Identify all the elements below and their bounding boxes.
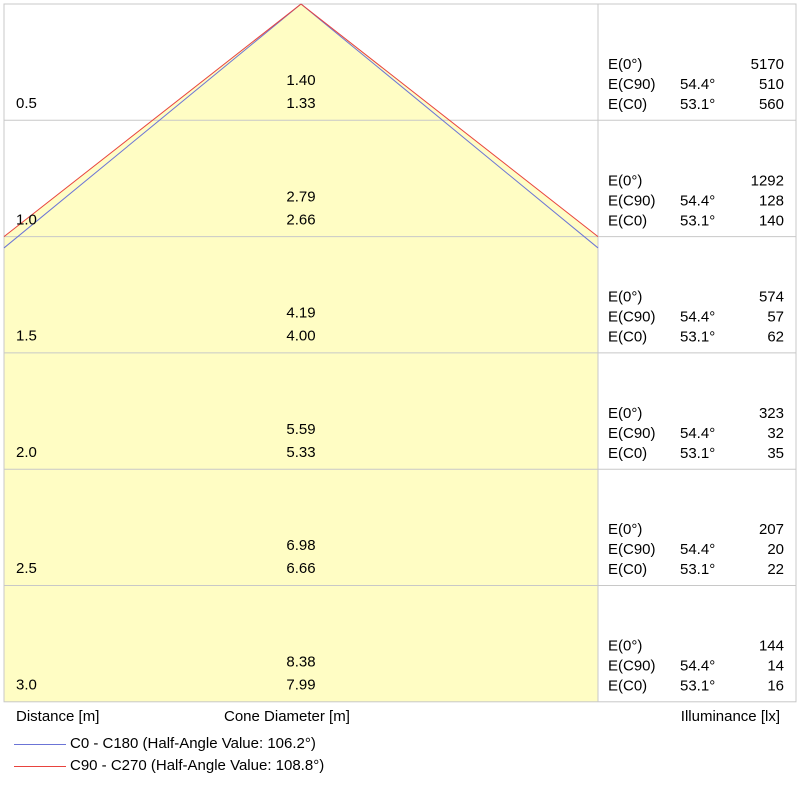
cone-diameter-label: Cone Diameter [m] [224, 708, 350, 725]
illuminance-c90-label: E(C90) [608, 541, 656, 558]
legend-label-c0-c180: C0 - C180 (Half-Angle Value: 106.2°) [70, 735, 316, 752]
illuminance-e0-label: E(0°) [608, 405, 642, 422]
illuminance-c0-angle: 53.1° [680, 96, 715, 113]
illuminance-c90-value: 128 [759, 192, 784, 209]
cone-line-right-c90-c270 [300, 3, 599, 237]
distance-label: 0.5 [16, 95, 37, 112]
illuminance-c0-angle: 53.1° [680, 445, 715, 462]
cone-diameter-c90: 1.40 [286, 72, 315, 89]
cone-line-right-c0-c180 [300, 3, 599, 249]
illuminance-c90-value: 510 [759, 76, 784, 93]
distance-axis-label: Distance [m] [16, 708, 100, 725]
illuminance-c90-value: 20 [767, 541, 784, 558]
cone-line-left-c0-c180 [3, 3, 302, 249]
illuminance-c0-value: 22 [767, 561, 784, 578]
cone-diameter-c0: 2.66 [286, 211, 315, 228]
illuminance-c0-label: E(C0) [608, 96, 647, 113]
illuminance-e0-value: 1292 [751, 172, 784, 189]
illuminance-c90-label: E(C90) [608, 425, 656, 442]
illuminance-c90-angle: 54.4° [680, 192, 715, 209]
cone-diameter-c0: 7.99 [286, 677, 315, 694]
illuminance-c0-angle: 53.1° [680, 212, 715, 229]
grid-layer [3, 3, 797, 703]
legend-label-c90-c270: C90 - C270 (Half-Angle Value: 108.8°) [70, 757, 325, 774]
cone-diameter-c90: 2.79 [286, 188, 315, 205]
illuminance-c90-angle: 54.4° [680, 309, 715, 326]
illuminance-c90-value: 32 [767, 425, 784, 442]
illuminance-e0-value: 144 [759, 638, 784, 655]
illuminance-c0-angle: 53.1° [680, 678, 715, 695]
illuminance-c90-angle: 54.4° [680, 541, 715, 558]
illuminance-c90-angle: 54.4° [680, 425, 715, 442]
illuminance-c90-value: 57 [767, 309, 784, 326]
illuminance-c0-label: E(C0) [608, 561, 647, 578]
illuminance-e0-value: 5170 [751, 56, 784, 73]
illuminance-c0-label: E(C0) [608, 445, 647, 462]
distance-label: 2.0 [16, 444, 37, 461]
row-labels-layer: 0.5 1.40 1.33 E(0°) 5170 E(C90) 54.4° 510 E(C0) 5… [16, 56, 784, 695]
illuminance-c0-value: 140 [759, 212, 784, 229]
illuminance-e0-value: 323 [759, 405, 784, 422]
illuminance-e0-label: E(0°) [608, 521, 642, 538]
cone-diameter-c0: 6.66 [286, 560, 315, 577]
illuminance-c90-label: E(C90) [608, 192, 656, 209]
illuminance-c90-angle: 54.4° [680, 76, 715, 93]
illuminance-c0-value: 62 [767, 329, 784, 346]
illuminance-c0-label: E(C0) [608, 678, 647, 695]
legend-swatch-c0-c180 [14, 743, 66, 745]
illuminance-label: Illuminance [lx] [680, 708, 780, 725]
illuminance-c90-angle: 54.4° [680, 658, 715, 675]
distance-label: 1.0 [16, 211, 37, 228]
cone-diameter-c0: 1.33 [286, 95, 315, 112]
illuminance-e0-value: 207 [759, 521, 784, 538]
legend-item-c0-c180: C0 - C180 (Half-Angle Value: 106.2°) [14, 734, 316, 754]
legend-item-c90-c270: C90 - C270 (Half-Angle Value: 108.8°) [14, 756, 324, 776]
illuminance-e0-label: E(0°) [608, 289, 642, 306]
cone-diameter-c0: 4.00 [286, 328, 315, 345]
illuminance-e0-label: E(0°) [608, 638, 642, 655]
illuminance-c0-label: E(C0) [608, 212, 647, 229]
distance-label: 1.5 [16, 328, 37, 345]
cone-diameter-c90: 5.59 [286, 421, 315, 438]
illuminance-c0-value: 35 [767, 445, 784, 462]
illuminance-e0-value: 574 [759, 289, 784, 306]
illuminance-c90-value: 14 [767, 658, 784, 675]
illuminance-c0-value: 560 [759, 96, 784, 113]
illuminance-c90-label: E(C90) [608, 658, 656, 675]
illuminance-e0-label: E(0°) [608, 172, 642, 189]
illuminance-c0-value: 16 [767, 678, 784, 695]
illuminance-c0-angle: 53.1° [680, 329, 715, 346]
cone-diameter-c90: 8.38 [286, 654, 315, 671]
illuminance-e0-label: E(0°) [608, 56, 642, 73]
illuminance-c0-label: E(C0) [608, 329, 647, 346]
cone-lines-layer [3, 3, 599, 249]
illuminance-c90-label: E(C90) [608, 76, 656, 93]
illuminance-c90-label: E(C90) [608, 309, 656, 326]
cone-diameter-c0: 5.33 [286, 444, 315, 461]
legend-swatch-c90-c270 [14, 765, 66, 767]
illuminance-c0-angle: 53.1° [680, 561, 715, 578]
cone-diameter-c90: 6.98 [286, 537, 315, 554]
distance-label: 2.5 [16, 560, 37, 577]
cone-line-left-c90-c270 [3, 3, 302, 237]
distance-label: 3.0 [16, 677, 37, 694]
cone-diameter-c90: 4.19 [286, 305, 315, 322]
